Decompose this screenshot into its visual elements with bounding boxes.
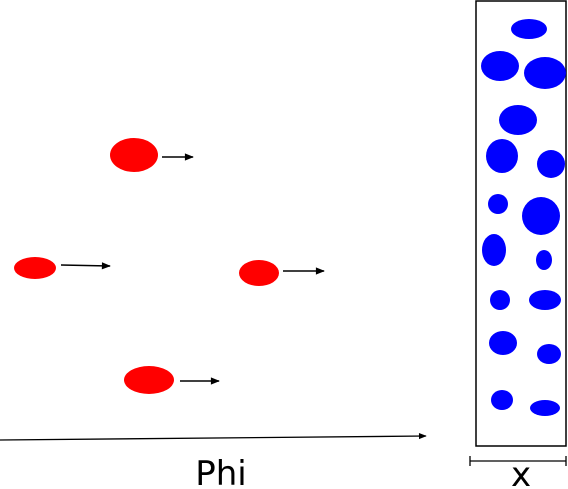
phi-axis-arrow xyxy=(0,432,427,441)
target-blobs xyxy=(481,19,566,416)
target-blob xyxy=(482,234,506,266)
particle-dot xyxy=(110,138,158,172)
target-blob xyxy=(489,331,517,355)
particle xyxy=(239,260,325,286)
target-blob xyxy=(486,139,518,173)
target-blob xyxy=(499,105,537,135)
particle xyxy=(124,366,220,394)
particle xyxy=(14,257,111,279)
target-blob xyxy=(490,290,510,310)
target-blob xyxy=(530,400,560,416)
target-blob xyxy=(524,57,566,89)
particle-dot xyxy=(239,260,279,286)
target-blob xyxy=(491,390,513,410)
particle-dot xyxy=(124,366,174,394)
particle xyxy=(110,138,194,172)
target-blob xyxy=(481,51,519,81)
width-label: x xyxy=(511,455,531,489)
particle-dot xyxy=(14,257,56,279)
target-blob xyxy=(529,290,561,310)
width-dimension xyxy=(469,456,567,466)
particle-group xyxy=(14,138,325,394)
target-blob xyxy=(537,150,565,178)
target-blob xyxy=(536,250,552,270)
target-slab xyxy=(475,0,567,447)
motion-arrow xyxy=(60,262,111,270)
phi-axis-label: Phi xyxy=(195,454,247,489)
target-blob xyxy=(522,197,560,235)
target-slab-border xyxy=(475,0,567,447)
target-blob xyxy=(537,344,561,364)
target-blob xyxy=(488,194,508,214)
target-blob xyxy=(511,19,547,39)
